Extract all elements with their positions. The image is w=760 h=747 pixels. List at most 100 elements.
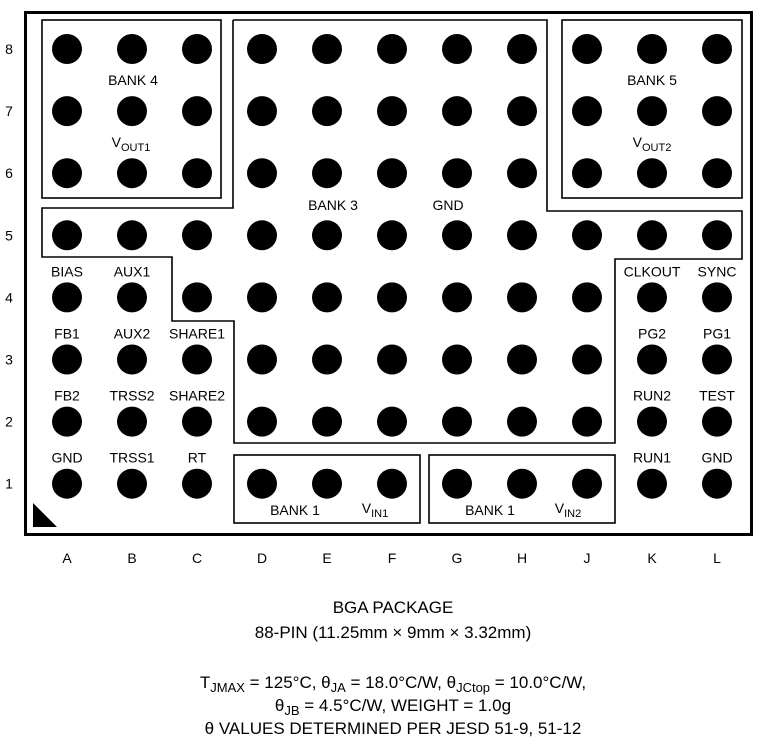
ball-L7: [702, 96, 732, 127]
ball-C5: [182, 220, 212, 251]
ball-A2: [52, 406, 82, 437]
ball-grid: [52, 34, 732, 499]
column-label-D: D: [257, 550, 267, 566]
ball-C2: [182, 406, 212, 437]
ball-D2: [247, 406, 277, 437]
pin-label-A3: FB1: [54, 326, 80, 342]
ball-L2: [702, 406, 732, 437]
ball-F4: [377, 282, 407, 313]
ball-K8: [637, 34, 667, 64]
ball-E5: [312, 220, 342, 251]
row-label-6: 6: [5, 165, 13, 181]
ball-J2: [572, 406, 602, 437]
pin-label-K2: RUN2: [633, 388, 671, 404]
bank5-net-label: VOUT2: [633, 134, 672, 154]
ball-J7: [572, 96, 602, 127]
pin1-marker-icon: [33, 503, 57, 527]
ball-E1: [312, 468, 342, 499]
bank1-vin2-outline: [428, 454, 616, 524]
ball-A1: [52, 468, 82, 499]
ball-B6: [117, 158, 147, 189]
ball-F2: [377, 406, 407, 437]
ball-D7: [247, 96, 277, 127]
pin-label-K3: PG2: [638, 326, 666, 342]
ball-G8: [442, 34, 472, 64]
ball-C3: [182, 344, 212, 375]
ball-H7: [507, 96, 537, 127]
ball-J3: [572, 344, 602, 375]
ball-H3: [507, 344, 537, 375]
ball-L5: [702, 220, 732, 251]
ball-G2: [442, 406, 472, 437]
ball-A5: [52, 220, 82, 251]
ball-F7: [377, 96, 407, 127]
caption-title: BGA PACKAGE: [333, 598, 454, 617]
ball-K5: [637, 220, 667, 251]
ball-H2: [507, 406, 537, 437]
ball-E6: [312, 158, 342, 189]
ball-B2: [117, 406, 147, 437]
bank4-label: BANK 4: [108, 72, 158, 88]
ball-A8: [52, 34, 82, 64]
ball-D6: [247, 158, 277, 189]
ball-G1: [442, 468, 472, 499]
bank3-label: BANK 3: [308, 197, 358, 213]
ball-A3: [52, 344, 82, 375]
bank3-gnd-outline: [41, 19, 743, 444]
ball-L4: [702, 282, 732, 313]
ball-E7: [312, 96, 342, 127]
column-label-G: G: [452, 550, 463, 566]
pin-label-C1: RT: [188, 450, 207, 466]
column-label-C: C: [192, 550, 202, 566]
ball-K2: [637, 406, 667, 437]
bank1b-label: BANK 1: [465, 502, 515, 518]
ball-C6: [182, 158, 212, 189]
ball-E2: [312, 406, 342, 437]
ball-F3: [377, 344, 407, 375]
ball-H6: [507, 158, 537, 189]
row-label-3: 3: [5, 352, 13, 368]
pin-label-L2: TEST: [699, 388, 735, 404]
ball-D1: [247, 468, 277, 499]
ball-J4: [572, 282, 602, 313]
pin-label-B1: TRSS1: [109, 450, 154, 466]
ball-A7: [52, 96, 82, 127]
caption-thermal-line3: θ VALUES DETERMINED PER JESD 51-9, 51-12: [205, 719, 582, 738]
ball-L6: [702, 158, 732, 189]
caption-subtitle: 88-PIN (11.25mm × 9mm × 3.32mm): [255, 623, 532, 642]
ball-D5: [247, 220, 277, 251]
ball-J5: [572, 220, 602, 251]
package-outline: [24, 11, 753, 536]
column-label-B: B: [127, 550, 136, 566]
ball-C8: [182, 34, 212, 64]
bank5-label: BANK 5: [627, 72, 677, 88]
bank1-vin1-outline: [233, 454, 421, 524]
ball-K4: [637, 282, 667, 313]
ball-B8: [117, 34, 147, 64]
bank4-outline: [41, 19, 222, 199]
pin-label-A2: FB2: [54, 388, 80, 404]
ball-G4: [442, 282, 472, 313]
ball-B5: [117, 220, 147, 251]
ball-E8: [312, 34, 342, 64]
pin-label-L3: PG1: [703, 326, 731, 342]
ball-B4: [117, 282, 147, 313]
ball-C4: [182, 282, 212, 313]
ball-H5: [507, 220, 537, 251]
ball-H1: [507, 468, 537, 499]
column-label-J: J: [584, 550, 591, 566]
pin-label-K4: CLKOUT: [624, 263, 681, 279]
pin-label-K1: RUN1: [633, 450, 671, 466]
pin-label-C2: SHARE2: [169, 388, 225, 404]
column-label-E: E: [322, 550, 331, 566]
row-label-7: 7: [5, 103, 13, 119]
ball-L3: [702, 344, 732, 375]
ball-F6: [377, 158, 407, 189]
pin-label-A1: GND: [51, 450, 82, 466]
ball-B7: [117, 96, 147, 127]
caption-thermal-line2: θJB = 4.5°C/W, WEIGHT = 1.0g: [275, 696, 511, 718]
ball-L1: [702, 468, 732, 499]
ball-E4: [312, 282, 342, 313]
